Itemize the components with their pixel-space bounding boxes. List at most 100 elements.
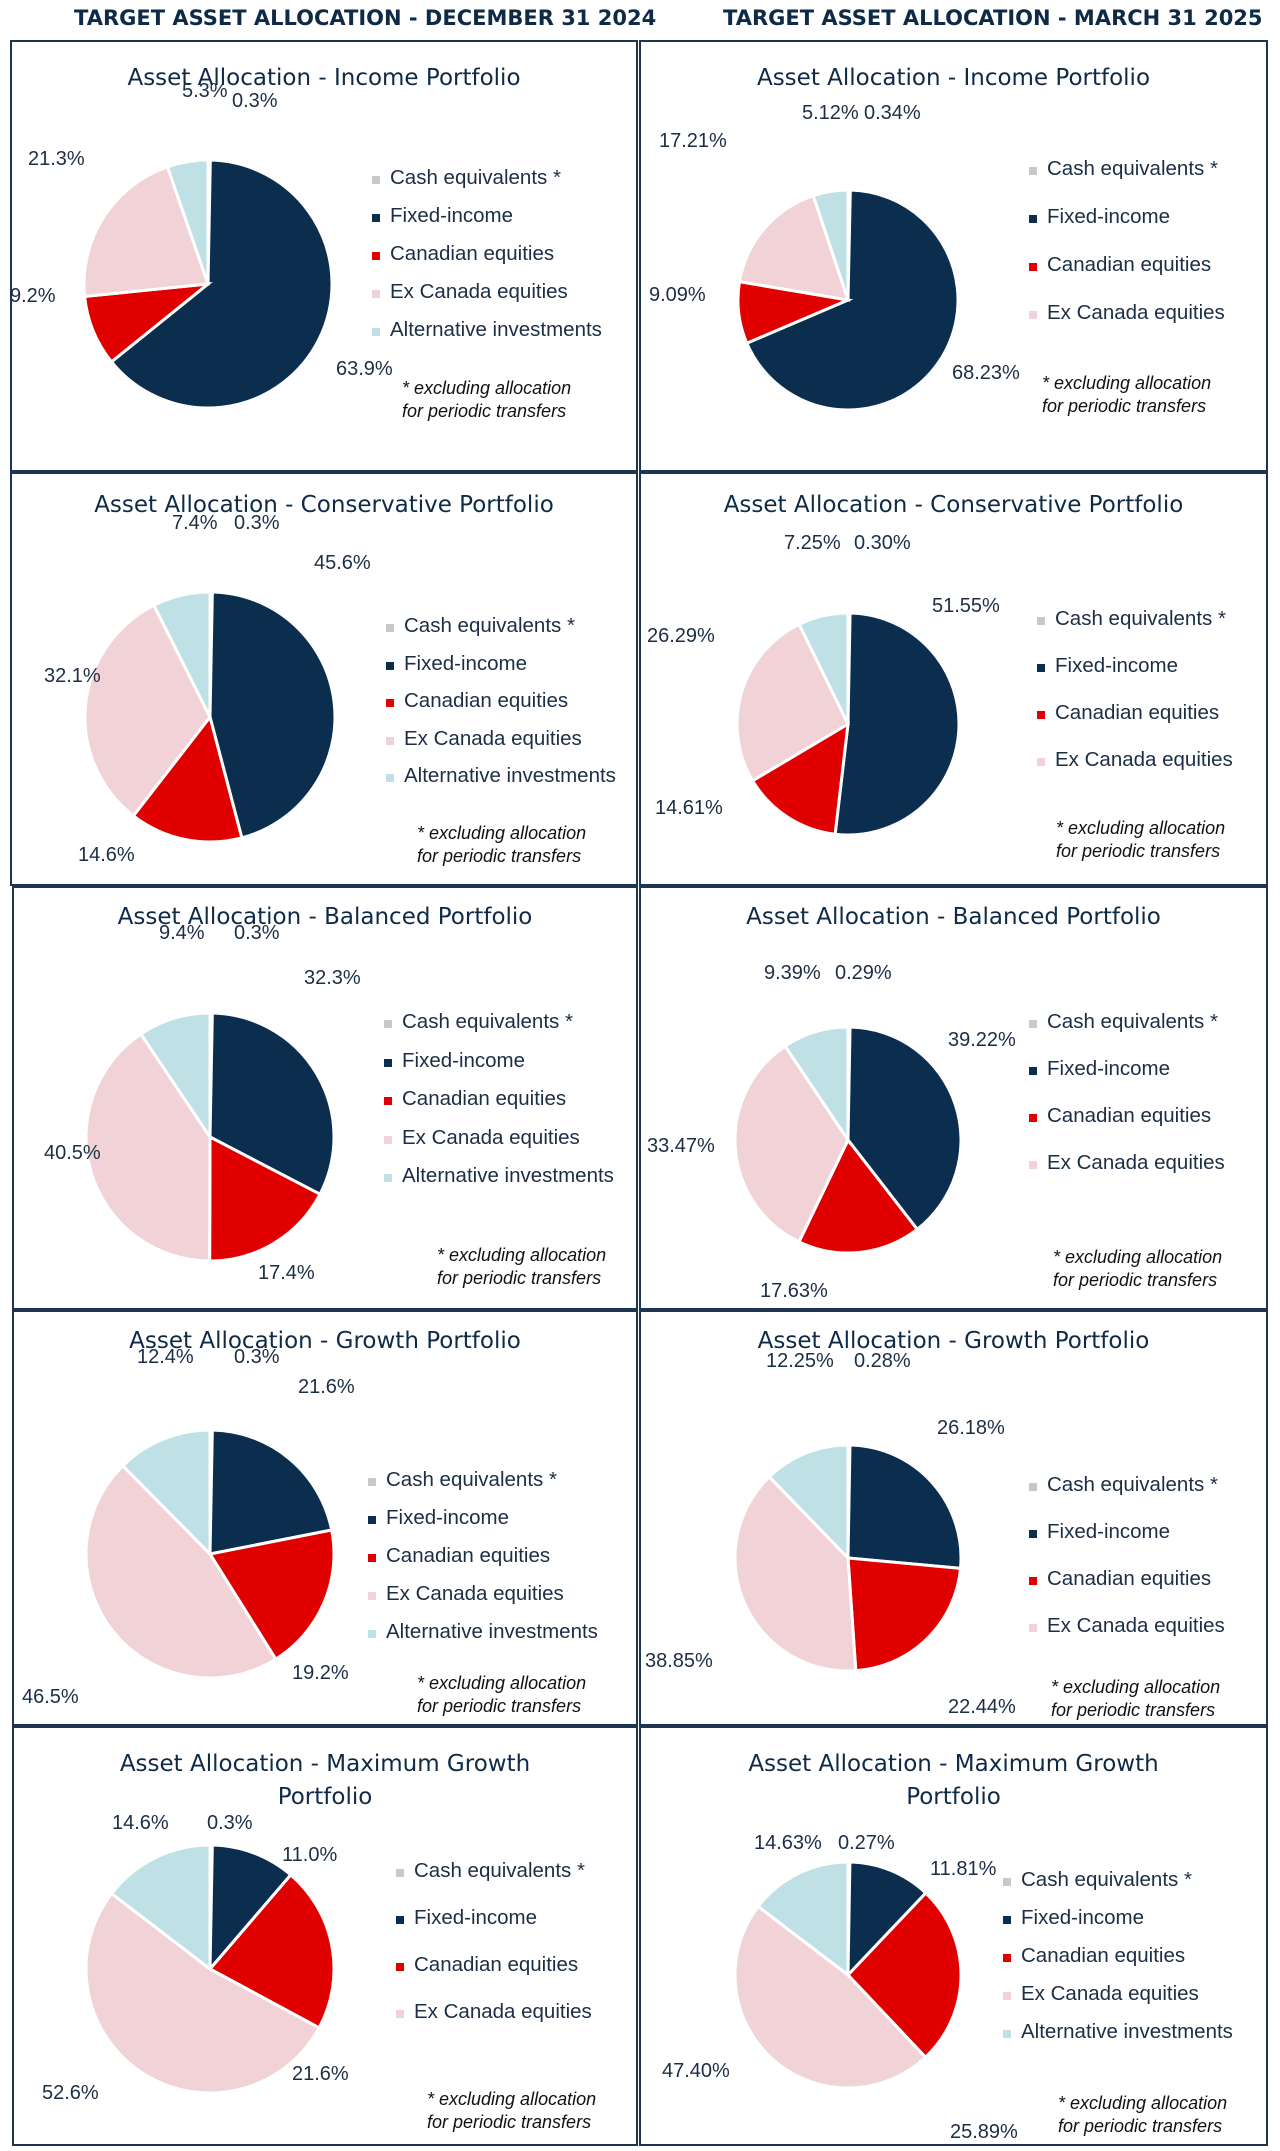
legend-swatch <box>1003 2030 1011 2038</box>
pie-slice-ex-canada-equities <box>84 1891 322 2095</box>
legend-swatch <box>368 1554 376 1562</box>
legend-label: Fixed-income <box>1055 654 1179 677</box>
footnote-line: for periodic transfers <box>1053 1270 1218 1290</box>
legend-label: Canadian equities <box>386 1544 551 1567</box>
pie-slice-alternative-investments <box>756 1860 850 1979</box>
legend-swatch <box>384 1020 392 1028</box>
data-label: 7.4% <box>172 512 218 534</box>
pie-chart-panel: Asset Allocation - Maximum Growth Portfo… <box>12 1726 638 2146</box>
footnote-line: for periodic transfers <box>417 1696 582 1716</box>
data-label: 21.6% <box>298 1376 355 1398</box>
legend-label: Alternative investments <box>390 318 602 341</box>
legend-swatch <box>386 624 394 632</box>
pie-slice-alternative-investments <box>783 1025 850 1145</box>
legend-label: Cash equivalents * <box>1047 157 1218 180</box>
pie-chart <box>733 1025 963 1255</box>
pie-slice-fixed-income <box>846 1025 963 1232</box>
legend-label: Cash equivalents * <box>1021 1868 1192 1891</box>
legend-label: Fixed-income <box>404 651 528 675</box>
legend-swatch <box>1003 1878 1011 1886</box>
legend-swatch <box>384 1174 392 1182</box>
data-label: 25.89% <box>950 2121 1018 2143</box>
pie-slice-fixed-income <box>109 158 334 410</box>
footnote-line: * excluding allocation <box>1042 373 1212 393</box>
pie-chart <box>82 158 334 410</box>
data-label: 11.81% <box>930 1858 997 1880</box>
legend-label: Alternative investments <box>1021 2020 1233 2043</box>
footnote-line: * excluding allocation <box>1051 1677 1221 1697</box>
pie-chart-panel: Asset Allocation - Balanced Portfolio 0.2… <box>639 886 1268 1310</box>
legend-label: Alternative investments <box>404 764 616 787</box>
legend-label: Fixed-income <box>402 1048 526 1072</box>
legend-swatch <box>396 1963 404 1971</box>
legend-label: Canadian equities <box>1047 1104 1212 1127</box>
data-label: 32.3% <box>304 967 361 989</box>
data-label: 68.23% <box>952 362 1020 384</box>
pie-slice-ex-canada-equities <box>733 1474 858 1673</box>
legend-swatch <box>372 252 380 260</box>
legend-swatch <box>1029 167 1037 175</box>
data-label: 38.85% <box>645 1650 713 1672</box>
chart-title: Asset Allocation - Balanced Portfolio <box>746 904 1161 930</box>
legend-label: Ex Canada equities <box>390 280 568 303</box>
footnote: * excluding allocation for periodic trans… <box>1053 1246 1222 1292</box>
legend-swatch <box>1029 1483 1037 1491</box>
chart-title: Asset Allocation - Growth Portfolio <box>757 1328 1150 1354</box>
legend-swatch <box>1003 1916 1011 1924</box>
pie-slice-fixed-income <box>208 1011 336 1197</box>
pie-chart <box>83 590 337 844</box>
legend-swatch <box>1029 263 1037 271</box>
legend-swatch <box>396 1916 404 1924</box>
data-label: 0.3% <box>232 90 278 112</box>
data-label: 0.3% <box>234 512 280 534</box>
legend-label: Canadian equities <box>1021 1944 1186 1967</box>
pie-chart <box>733 1443 963 1673</box>
legend-swatch <box>1029 1624 1037 1632</box>
legend-swatch <box>368 1592 376 1600</box>
legend-swatch <box>1029 1020 1037 1028</box>
pie-slice-fixed-income <box>208 590 337 840</box>
pie-slice-canadian-equities <box>207 1528 336 1662</box>
data-label: 0.28% <box>854 1350 911 1372</box>
data-label: 14.63% <box>754 1832 822 1854</box>
pie-slice-canadian-equities <box>208 1134 323 1263</box>
pie-chart-panel: Asset Allocation - Balanced Portfolio 0.3… <box>12 886 638 1310</box>
legend-swatch <box>396 1869 404 1877</box>
data-label: 45.6% <box>314 552 371 574</box>
legend-label: Fixed-income <box>1047 1520 1171 1543</box>
footnote: * excluding allocation for periodic trans… <box>1056 817 1225 863</box>
chart-title: Asset Allocation - Income Portfolio <box>756 65 1151 91</box>
pie-chart <box>736 188 960 412</box>
pie-chart-panel: Asset Allocation - Conservative Portfoli… <box>10 472 638 886</box>
data-label: 51.55% <box>932 595 1000 617</box>
footnote-line: * excluding allocation <box>1053 1247 1223 1267</box>
pie-chart-panel: Asset Allocation - Growth Portfolio 0.28%… <box>639 1310 1268 1726</box>
legend-label: Fixed-income <box>390 204 514 227</box>
legend-label: Cash equivalents * <box>1047 1473 1218 1496</box>
pie-slice-alternative-investments <box>811 188 850 301</box>
pie-slice-fixed-income <box>208 1843 293 1974</box>
data-label: 14.6% <box>112 1812 169 1834</box>
pie-chart-panel: Asset Allocation - Conservative Portfoli… <box>639 472 1268 886</box>
data-label: 9.39% <box>764 962 821 984</box>
pie-slice-fixed-income <box>208 1428 334 1556</box>
footnote-line: for periodic transfers <box>437 1268 602 1288</box>
chart-title: Asset Allocation - Growth Portfolio <box>129 1328 521 1354</box>
data-label: 0.27% <box>838 1832 895 1854</box>
legend-swatch <box>386 661 394 670</box>
legend-swatch <box>1029 311 1037 319</box>
legend-swatch <box>1029 1114 1037 1122</box>
footnote: * excluding allocation for periodic trans… <box>1058 2092 1227 2138</box>
legend-swatch <box>368 1516 376 1524</box>
legend-swatch <box>1003 1992 1011 2000</box>
legend-swatch <box>384 1135 392 1144</box>
legend-label: Ex Canada equities <box>386 1582 564 1605</box>
legend-swatch <box>368 1630 376 1638</box>
legend-label: Fixed-income <box>1021 1906 1145 1929</box>
legend-label: Fixed-income <box>1047 1057 1171 1080</box>
data-label: 19.2% <box>292 1662 349 1684</box>
pie-chart <box>84 1011 336 1263</box>
legend-label: Canadian equities <box>1047 253 1212 276</box>
data-label: 32.1% <box>44 665 101 687</box>
pie-slice-alternative-investments <box>120 1428 212 1558</box>
